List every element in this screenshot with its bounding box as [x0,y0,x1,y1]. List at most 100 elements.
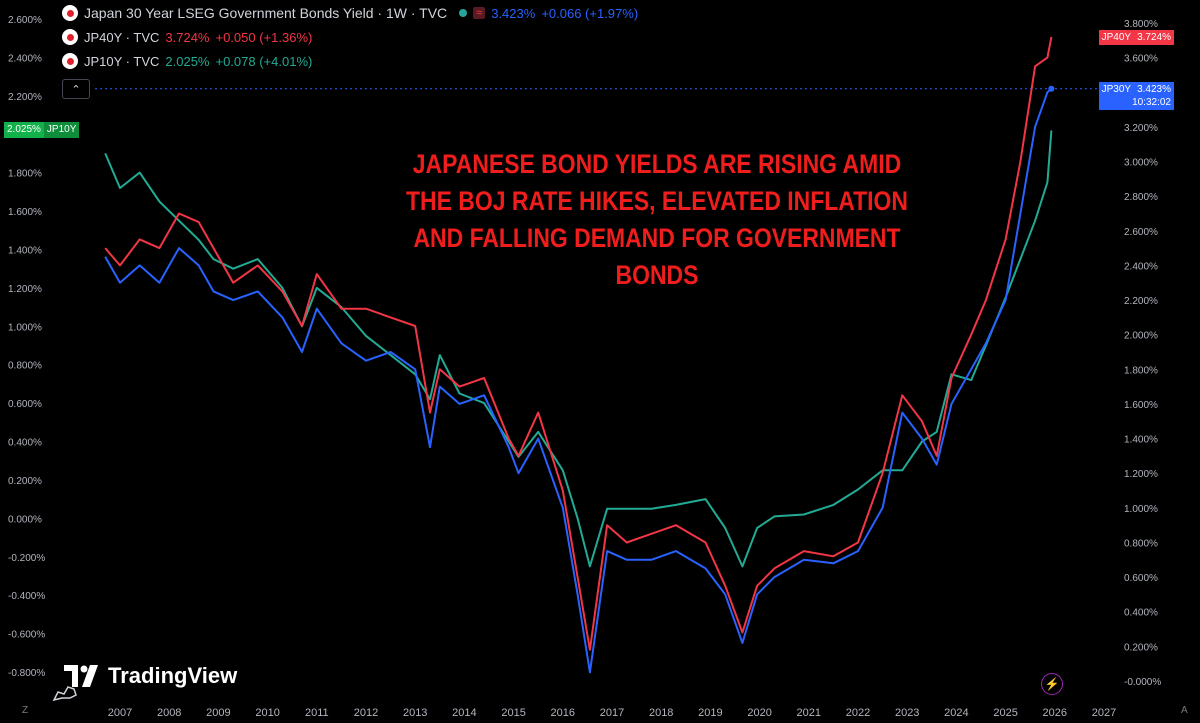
left-axis-tick-label: 0.800% [8,361,42,372]
right-axis-tick-label: 0.400% [1124,608,1158,619]
series-line-jp40y[interactable] [104,36,1053,651]
legend-main-change: +0.066 (+1.97%) [541,5,639,21]
right-axis-tick-label: -0.000% [1124,677,1161,688]
x-axis-tick-label: 2021 [797,707,821,719]
jp10-badge-value: 2.025% [4,122,44,138]
x-axis-tick-label: 2022 [846,707,870,719]
replay-icon[interactable] [52,684,82,702]
right-axis-tick-label: 3.000% [1124,158,1158,169]
x-axis-tick-label: 2025 [993,707,1017,719]
left-axis-tick-label: 1.000% [8,322,42,333]
x-axis-tick-label: 2011 [305,707,329,719]
right-axis-tick-label: 2.000% [1124,331,1158,342]
legend-jp40-value: 3.724% [165,29,210,45]
x-axis: 2007 2008 2009 2010 2011 2012 2013 2014 2015 2016… [108,707,1116,719]
x-axis-tick-label: 2024 [944,707,968,719]
x-axis-tick-label: 2016 [551,707,575,719]
right-axis-tick-label: 0.200% [1124,642,1158,653]
x-axis-tick-label: 2023 [895,707,919,719]
left-axis-tick-label: 2.600% [8,15,42,26]
jp40-badge-value: 3.724% [1134,30,1174,45]
left-axis: 2.600%2.400%2.200%2.000%1.800%1.600%1.40… [8,15,45,679]
right-axis-tick-label: 1.800% [1124,365,1158,376]
left-axis-tick-label: 1.800% [8,169,42,180]
lightning-icon[interactable]: ⚡ [1041,673,1063,695]
left-axis-tick-label: -0.600% [8,630,45,641]
left-axis-tick-label: 2.200% [8,92,42,103]
series-line-jp10y[interactable] [104,130,1053,568]
chart-annotation: JAPANESE BOND YIELDS ARE RISING AMID THE… [406,149,908,290]
tradingview-logo-text: TradingView [108,663,238,688]
legend-collapse-button[interactable]: ⌃ [62,79,90,99]
right-axis-tick-label: 1.000% [1124,504,1158,515]
left-axis-tick-label: 0.600% [8,399,42,410]
left-axis-tick-label: 1.600% [8,207,42,218]
legend-jp10[interactable]: JP10Y · TVC 2.025% +0.078 (+4.01%) [62,53,312,69]
jp40-price-badge: JP40Y 3.724% [1098,30,1174,45]
right-axis-tick-label: 3.600% [1124,54,1158,65]
x-axis-tick-label: 2015 [501,707,525,719]
x-axis-tick-label: 2019 [698,707,722,719]
legend-main[interactable]: Japan 30 Year LSEG Government Bonds Yiel… [62,5,638,21]
left-axis-tick-label: 1.400% [8,245,42,256]
timezone-toggle[interactable]: Z [22,705,29,716]
x-axis-tick-label: 2012 [354,707,378,719]
right-axis-tick-label: 1.200% [1124,469,1158,480]
x-axis-tick-label: 2009 [206,707,230,719]
jp10-badge-ticker: JP10Y [43,122,80,138]
left-axis-tick-label: 1.200% [8,284,42,295]
japan-flag-icon [62,29,78,45]
x-axis-tick-label: 2017 [600,707,624,719]
x-axis-tick-label: 2008 [157,707,181,719]
x-axis-tick-label: 2018 [649,707,673,719]
jp30-price-badge: JP30Y 3.423% 10:32:02 [1098,82,1174,110]
series-line-jp30y[interactable] [104,88,1053,674]
x-axis-tick-label: 2014 [452,707,476,719]
x-axis-tick-label: 2020 [747,707,771,719]
tradingview-logo[interactable]: TradingView [64,663,237,689]
right-axis-tick-label: 2.400% [1124,261,1158,272]
series [104,36,1055,674]
legend-jp40-title: JP40Y · TVC [84,29,160,45]
market-status-icon [459,9,468,17]
chevron-up-icon: ⌃ [71,83,81,96]
wave-icon: ≈ [473,7,486,19]
x-axis-tick-label: 2026 [1043,707,1067,719]
x-axis-tick-label: 2013 [403,707,427,719]
right-axis-tick-label: 0.600% [1124,573,1158,584]
right-axis: 3.800%3.600%3.400%3.200%3.000%2.800%2.60… [1124,19,1161,688]
right-axis-tick-label: 2.600% [1124,227,1158,238]
left-axis-tick-label: -0.800% [8,668,45,679]
jp30-last-point [1048,85,1055,92]
legend-jp10-change: +0.078 (+4.01%) [215,53,313,69]
auto-scale-toggle[interactable]: A [1181,705,1188,716]
jp40-badge-ticker: JP40Y [1098,30,1135,45]
legend-jp10-title: JP10Y · TVC [84,53,160,69]
right-axis-tick-label: 0.800% [1124,538,1158,549]
legend-main-title: Japan 30 Year LSEG Government Bonds Yiel… [84,5,448,21]
right-axis-tick-label: 3.800% [1124,19,1158,30]
legend-jp40[interactable]: JP40Y · TVC 3.724% +0.050 (+1.36%) [62,29,312,45]
x-axis-tick-label: 2027 [1092,707,1116,719]
jp30-badge-countdown: 10:32:02 [1098,97,1174,110]
right-axis-tick-label: 1.600% [1124,400,1158,411]
right-axis-tick-label: 2.800% [1124,192,1158,203]
left-axis-tick-label: 2.400% [8,53,42,64]
japan-flag-icon [62,53,78,69]
tradingview-logo-icon [64,665,98,687]
jp30-badge-value: 3.423% [1134,82,1174,97]
legend-main-value: 3.423% [491,5,536,21]
x-axis-tick-label: 2010 [255,707,279,719]
legend-jp40-change: +0.050 (+1.36%) [215,29,313,45]
right-axis-tick-label: 1.400% [1124,435,1158,446]
left-axis-tick-label: 0.000% [8,514,42,525]
left-axis-tick-label: -0.400% [8,591,45,602]
x-axis-tick-label: 2007 [108,707,132,719]
right-axis-tick-label: 3.200% [1124,123,1158,134]
legend-jp10-value: 2.025% [165,53,210,69]
left-axis-tick-label: -0.200% [8,553,45,564]
left-axis-tick-label: 0.400% [8,438,42,449]
right-axis-tick-label: 2.200% [1124,296,1158,307]
japan-flag-icon [62,5,78,21]
